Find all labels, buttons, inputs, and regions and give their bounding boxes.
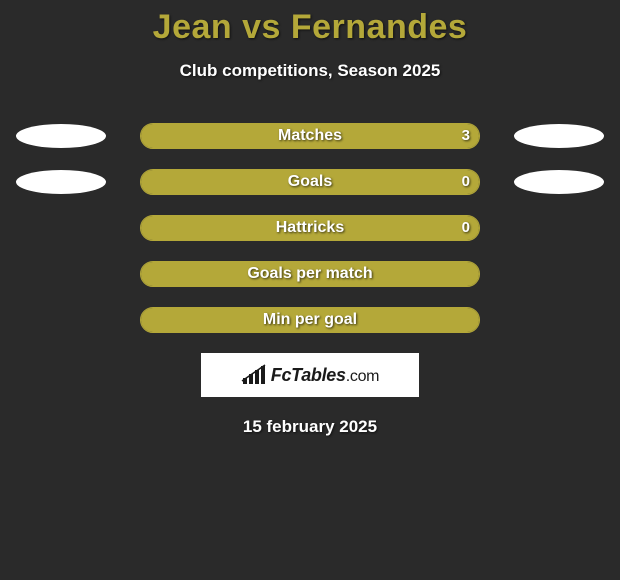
player-marker-left bbox=[16, 124, 106, 148]
stat-value-right: 0 bbox=[462, 169, 470, 195]
stat-value-right: 0 bbox=[462, 215, 470, 241]
bar-chart-icon bbox=[241, 364, 267, 386]
bar-track bbox=[140, 307, 480, 333]
stat-row: Matches3 bbox=[0, 123, 620, 149]
player-marker-right bbox=[514, 124, 604, 148]
page-subtitle: Club competitions, Season 2025 bbox=[0, 61, 620, 81]
stat-row: Goals per match bbox=[0, 261, 620, 287]
bar-fill-right bbox=[141, 308, 479, 332]
bar-fill-right bbox=[141, 262, 479, 286]
stat-row: Hattricks0 bbox=[0, 215, 620, 241]
bar-track bbox=[140, 215, 480, 241]
bar-track bbox=[140, 123, 480, 149]
bar-track bbox=[140, 169, 480, 195]
stat-value-right: 3 bbox=[462, 123, 470, 149]
player-marker-right bbox=[514, 170, 604, 194]
brand-logo: FcTables.com bbox=[201, 353, 419, 397]
player-marker-left bbox=[16, 170, 106, 194]
bar-track bbox=[140, 261, 480, 287]
comparison-rows: Matches3 Goals0 Hattricks0 Goals per match M… bbox=[0, 123, 620, 333]
stat-row: Goals0 bbox=[0, 169, 620, 195]
stat-row: Min per goal bbox=[0, 307, 620, 333]
bar-fill-right bbox=[141, 216, 479, 240]
bar-fill-right bbox=[141, 170, 479, 194]
bar-fill-right bbox=[141, 124, 479, 148]
page-title: Jean vs Fernandes bbox=[0, 0, 620, 47]
date-text: 15 february 2025 bbox=[0, 417, 620, 437]
brand-text: FcTables.com bbox=[271, 365, 379, 386]
